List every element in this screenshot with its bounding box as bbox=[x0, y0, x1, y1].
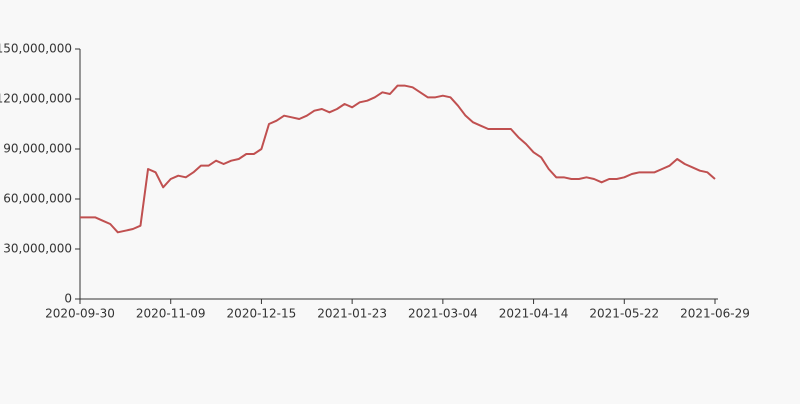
y-tick-label: 60,000,000 bbox=[3, 192, 72, 206]
line-series bbox=[80, 84, 716, 234]
y-tick-label: 90,000,000 bbox=[3, 142, 72, 156]
x-tick-label: 2021-05-22 bbox=[589, 307, 659, 321]
y-tick-label: 120,000,000 bbox=[0, 92, 72, 106]
x-tick-label: 2020-11-09 bbox=[136, 307, 206, 321]
x-tick-label: 2020-12-15 bbox=[227, 307, 297, 321]
y-tick-label: 0 bbox=[64, 292, 72, 306]
y-tick-label: 30,000,000 bbox=[3, 242, 72, 256]
x-tick-label: 2021-06-29 bbox=[680, 307, 750, 321]
x-tick-label: 2021-04-14 bbox=[499, 307, 569, 321]
x-tick-label: 2021-03-04 bbox=[408, 307, 478, 321]
y-tick-label: 150,000,000 bbox=[0, 42, 72, 56]
x-tick-label: 2020-09-30 bbox=[45, 307, 115, 321]
x-tick-label: 2021-01-23 bbox=[317, 307, 387, 321]
